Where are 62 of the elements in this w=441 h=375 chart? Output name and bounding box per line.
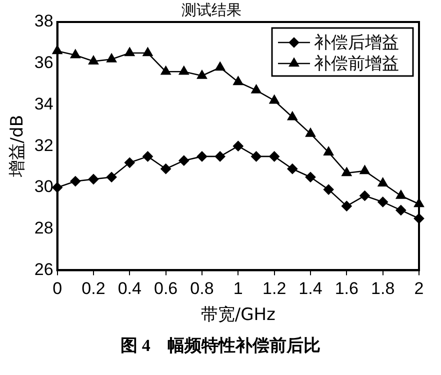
point xyxy=(70,176,81,186)
caption: 图 4 幅频特性补偿前后比 xyxy=(120,335,322,357)
point xyxy=(396,205,406,216)
x-tick-label: 1.2 xyxy=(262,279,286,298)
x-tick-label: 0.2 xyxy=(82,279,106,298)
x-tick-label: 1.8 xyxy=(371,279,395,298)
y-tick-label: 32 xyxy=(34,136,54,155)
point xyxy=(160,66,171,75)
point xyxy=(342,200,352,212)
y-tick-label: 38 xyxy=(34,12,54,31)
point xyxy=(287,111,298,120)
point xyxy=(324,146,334,156)
point xyxy=(88,174,99,184)
point xyxy=(287,164,298,174)
y-tick-label: 34 xyxy=(34,94,54,114)
point xyxy=(178,155,190,166)
point xyxy=(360,165,370,174)
point xyxy=(251,151,262,162)
point xyxy=(342,167,352,176)
point xyxy=(378,178,388,186)
y-axis-title: 增益/dB xyxy=(8,115,28,178)
point xyxy=(251,84,262,94)
point xyxy=(197,70,207,79)
point xyxy=(160,164,171,174)
point xyxy=(88,56,98,64)
y-tick-label: 36 xyxy=(34,53,54,72)
point xyxy=(360,190,370,201)
point xyxy=(178,66,189,75)
y-tick-label: 28 xyxy=(34,218,54,238)
x-tick-label: 0.8 xyxy=(190,279,214,298)
point xyxy=(378,196,388,208)
point xyxy=(233,140,244,152)
x-tick-label: 1.4 xyxy=(298,279,322,298)
x-tick-label: 0.6 xyxy=(154,279,178,298)
y-tick-label: 26 xyxy=(34,260,54,279)
point xyxy=(305,172,316,182)
x-tick-label: 0 xyxy=(52,279,62,298)
point xyxy=(323,184,334,195)
point xyxy=(142,47,153,56)
legend-label: 补偿前增益 xyxy=(314,54,399,74)
point xyxy=(106,54,117,62)
point xyxy=(196,151,208,162)
point xyxy=(269,151,280,162)
point xyxy=(269,94,280,104)
x-axis-title: 带宽/GHz xyxy=(200,305,276,326)
x-tick-label: 1.6 xyxy=(334,279,358,298)
x-tick-label: 1 xyxy=(233,279,243,298)
y-tick-label: 30 xyxy=(34,177,54,196)
point xyxy=(233,76,244,86)
point xyxy=(70,49,80,58)
x-tick-label: 0.4 xyxy=(118,279,142,298)
point xyxy=(396,190,406,199)
point xyxy=(215,62,226,71)
point xyxy=(214,151,226,162)
legend-label: 补偿后增益 xyxy=(314,32,399,53)
x-tick-label: 2 xyxy=(414,279,424,298)
point xyxy=(142,151,153,162)
chart-title: 测试结果 xyxy=(182,0,242,19)
point xyxy=(306,128,316,137)
point xyxy=(124,47,135,56)
point xyxy=(124,157,135,168)
point xyxy=(106,172,117,182)
